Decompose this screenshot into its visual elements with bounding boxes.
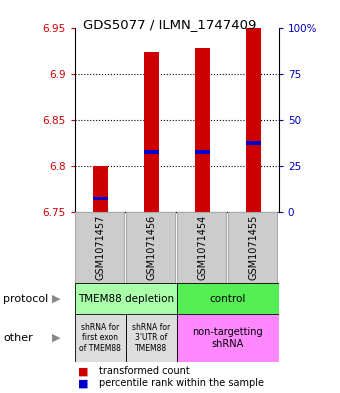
Bar xyxy=(245,141,261,145)
Text: transformed count: transformed count xyxy=(99,366,189,376)
Text: ▶: ▶ xyxy=(52,294,61,304)
Text: shRNA for
first exon
of TMEM88: shRNA for first exon of TMEM88 xyxy=(79,323,121,353)
Text: other: other xyxy=(3,333,33,343)
Bar xyxy=(75,314,126,362)
Text: GDS5077 / ILMN_1747409: GDS5077 / ILMN_1747409 xyxy=(83,18,257,31)
Bar xyxy=(143,51,159,212)
Text: percentile rank within the sample: percentile rank within the sample xyxy=(99,378,264,388)
Bar xyxy=(92,196,108,200)
Bar xyxy=(228,212,277,283)
Text: GSM1071456: GSM1071456 xyxy=(146,215,156,280)
Bar xyxy=(75,283,177,314)
Text: GSM1071457: GSM1071457 xyxy=(95,215,105,280)
Bar xyxy=(194,48,210,212)
Bar xyxy=(143,151,159,154)
Bar xyxy=(177,314,279,362)
Text: ■: ■ xyxy=(78,366,89,376)
Text: GSM1071455: GSM1071455 xyxy=(248,215,258,280)
Text: control: control xyxy=(210,294,246,304)
Text: non-targetting
shRNA: non-targetting shRNA xyxy=(192,327,263,349)
Bar xyxy=(75,212,124,283)
Text: ▶: ▶ xyxy=(52,333,61,343)
Bar xyxy=(126,212,175,283)
Text: GSM1071454: GSM1071454 xyxy=(197,215,207,280)
Bar xyxy=(194,151,210,154)
Text: ■: ■ xyxy=(78,378,89,388)
Bar xyxy=(126,314,177,362)
Bar xyxy=(92,166,108,212)
Text: shRNA for
3'UTR of
TMEM88: shRNA for 3'UTR of TMEM88 xyxy=(132,323,170,353)
Bar xyxy=(177,283,279,314)
Bar xyxy=(245,28,261,212)
Text: TMEM88 depletion: TMEM88 depletion xyxy=(78,294,174,304)
Text: protocol: protocol xyxy=(3,294,49,304)
Bar xyxy=(177,212,226,283)
